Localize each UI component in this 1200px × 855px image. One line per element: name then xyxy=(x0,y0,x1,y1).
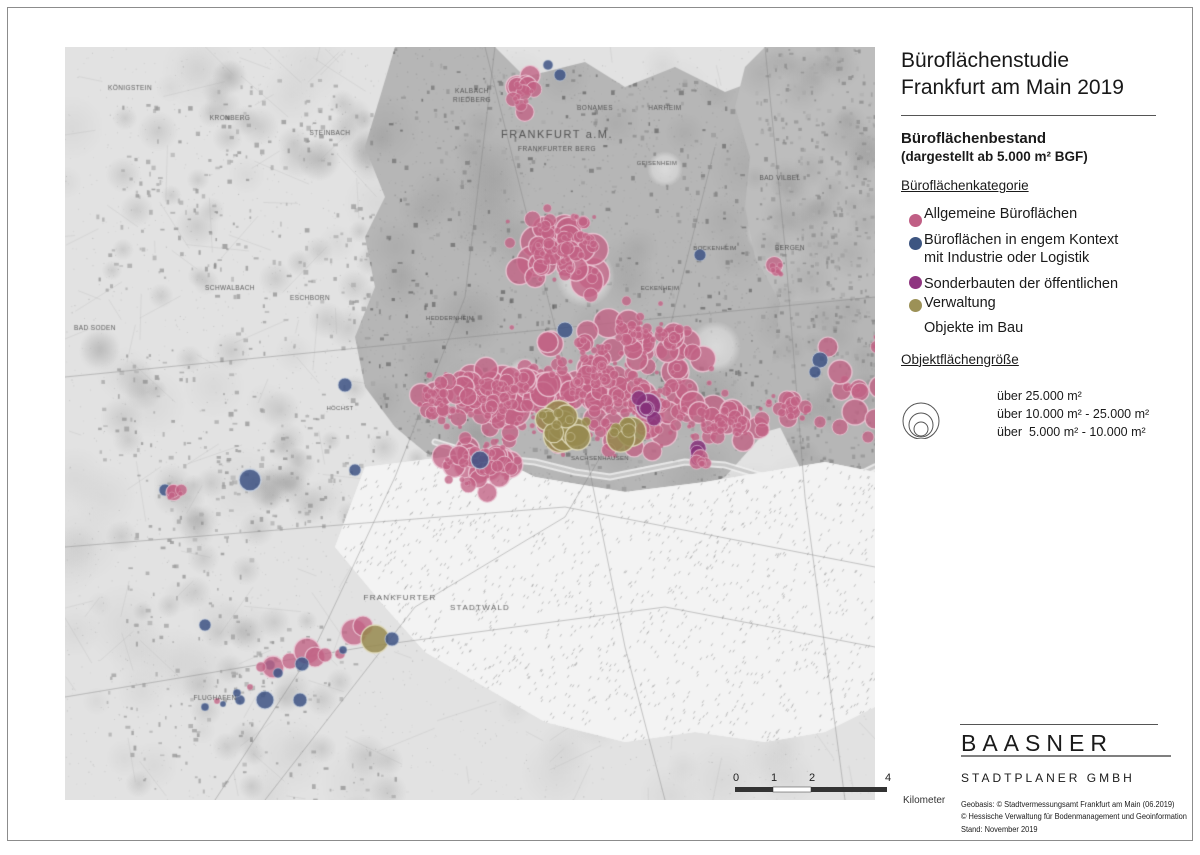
svg-text:BAASNER: BAASNER xyxy=(961,730,1113,756)
svg-text:4: 4 xyxy=(885,772,891,784)
svg-text:STADTPLANER GMBH: STADTPLANER GMBH xyxy=(961,771,1135,785)
svg-text:2: 2 xyxy=(809,772,815,784)
svg-text:1: 1 xyxy=(771,772,777,784)
svg-text:0: 0 xyxy=(733,772,739,784)
